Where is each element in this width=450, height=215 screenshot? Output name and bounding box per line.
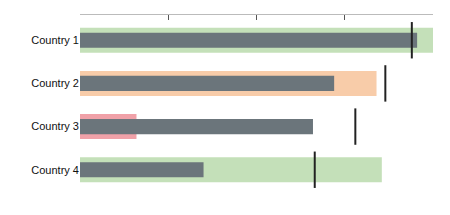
svg-text:Country 3: Country 3 [31,120,79,132]
svg-text:Country 1: Country 1 [31,34,79,46]
svg-text:Country 2: Country 2 [31,77,79,89]
svg-text:Country 4: Country 4 [31,164,79,176]
